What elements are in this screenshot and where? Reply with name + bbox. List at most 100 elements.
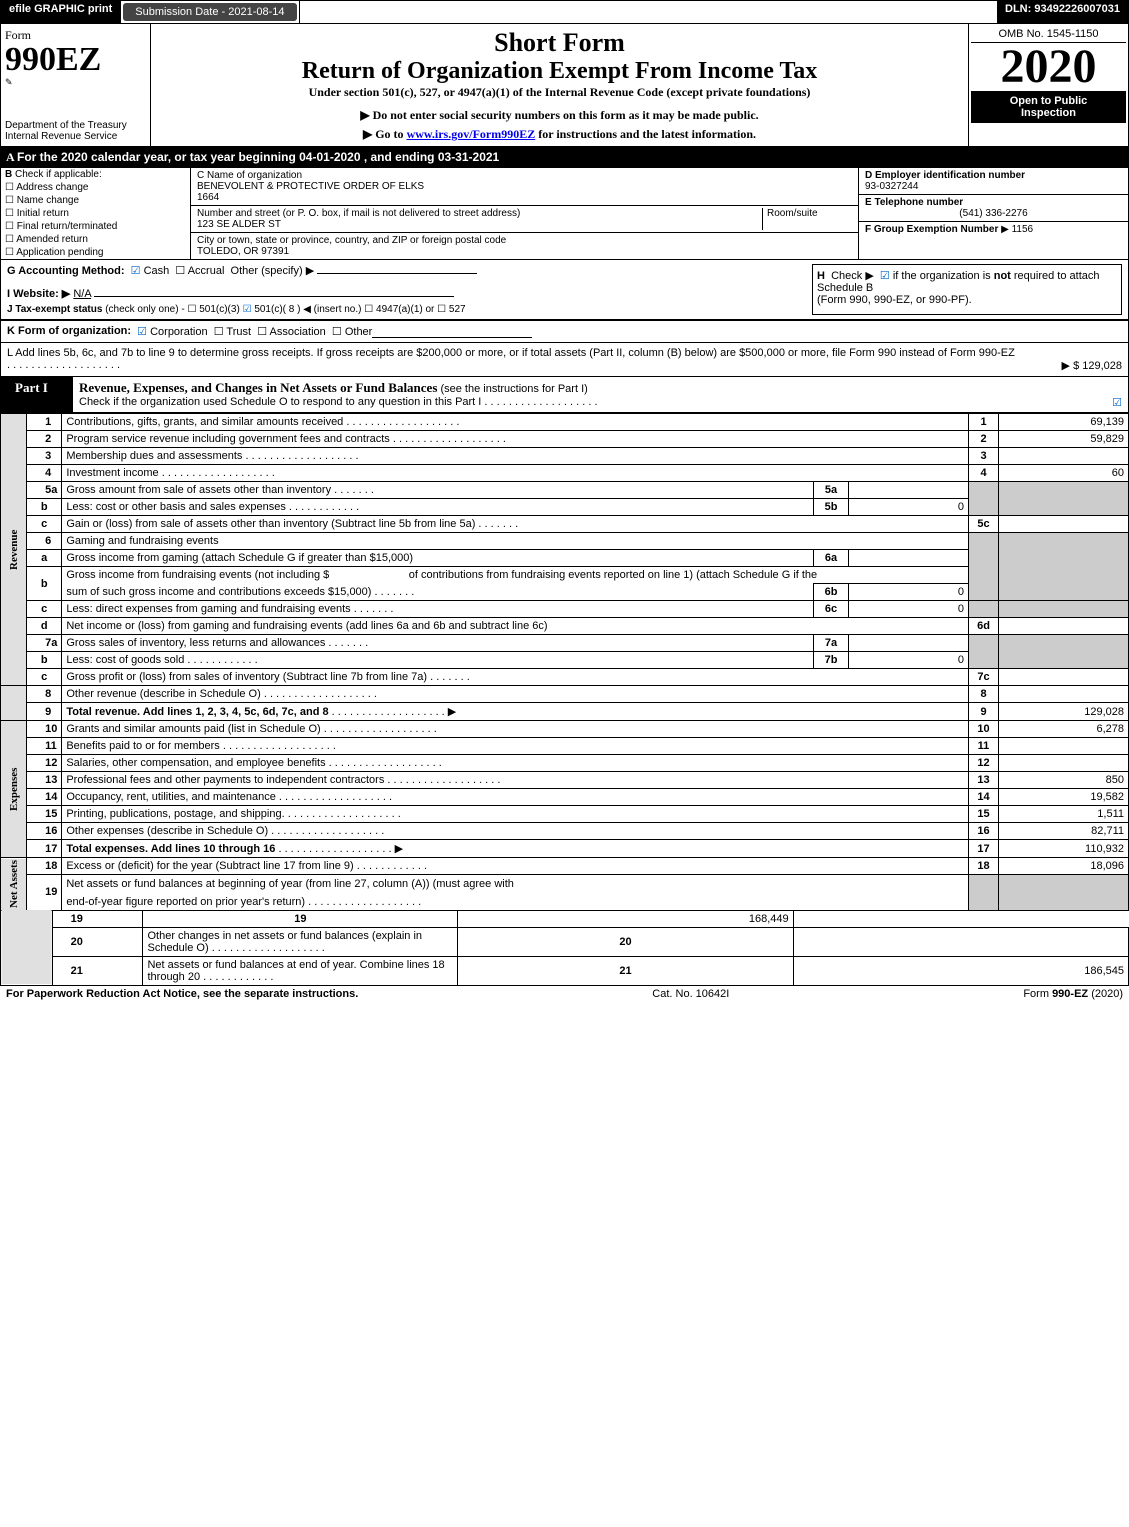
g-label: G Accounting Method: — [7, 265, 125, 277]
line-A: A For the 2020 calendar year, or tax yea… — [0, 147, 1129, 168]
accrual-checkbox[interactable]: Accrual — [175, 265, 224, 277]
line-5c-value — [999, 516, 1129, 533]
line-5b-text: Less: cost or other basis and sales expe… — [66, 501, 286, 513]
part-I-label: Part I — [1, 377, 62, 399]
assoc-checkbox[interactable]: Association — [257, 325, 326, 338]
line-6b-text-1: Gross income from fundraising events (no… — [66, 569, 329, 581]
address-change-checkbox[interactable]: Address change — [1, 181, 190, 194]
group-exemption-value: 1156 — [1012, 224, 1034, 235]
expenses-side-label: Expenses — [1, 721, 27, 858]
line-6c-text: Less: direct expenses from gaming and fu… — [66, 603, 350, 615]
part-I-check-text: Check if the organization used Schedule … — [79, 396, 481, 408]
line-5b-value: 0 — [849, 499, 969, 516]
street-label: Number and street (or P. O. box, if mail… — [197, 208, 762, 219]
under-text: Under section 501(c), 527, or 4947(a)(1)… — [157, 85, 962, 100]
revenue-side-label: Revenue — [1, 414, 27, 686]
open-public-1: Open to Public — [975, 95, 1122, 107]
line-19-text-2: end-of-year figure reported on prior yea… — [66, 896, 305, 908]
501c-checkbox[interactable]: 501(c)( 8 ) ◀ (insert no.) — [243, 304, 362, 315]
city-label: City or town, state or province, country… — [197, 235, 852, 246]
line-21-value: 186,545 — [793, 956, 1128, 985]
line-19-text-1: Net assets or fund balances at beginning… — [62, 875, 969, 894]
main-title: Return of Organization Exempt From Incom… — [157, 58, 962, 85]
line-20-value — [793, 927, 1128, 956]
irs-link[interactable]: www.irs.gov/Form990EZ — [407, 127, 536, 141]
line-5c-text: Gain or (loss) from sale of assets other… — [66, 518, 475, 530]
527-checkbox[interactable]: 527 — [437, 304, 465, 315]
line-12-text: Salaries, other compensation, and employ… — [66, 757, 325, 769]
org-name-2: 1664 — [197, 192, 852, 203]
line-7c-text: Gross profit or (loss) from sales of inv… — [66, 671, 427, 683]
f-arrow: ▶ — [1001, 224, 1009, 235]
l-value: ▶ $ 129,028 — [1062, 359, 1122, 372]
line-6a-value — [849, 550, 969, 567]
corp-checkbox[interactable]: Corporation — [137, 325, 207, 338]
line-1-text: Contributions, gifts, grants, and simila… — [66, 416, 343, 428]
l-text: L Add lines 5b, 6c, and 7b to line 9 to … — [7, 347, 1015, 359]
paperwork-notice: For Paperwork Reduction Act Notice, see … — [6, 988, 358, 1000]
footer: For Paperwork Reduction Act Notice, see … — [0, 986, 1129, 1002]
line-6a-text: Gross income from gaming (attach Schedul… — [62, 550, 814, 567]
submission-date-button[interactable]: Submission Date - 2021-08-14 — [123, 3, 296, 21]
final-return-checkbox[interactable]: Final return/terminated — [1, 220, 190, 233]
line-7a-value — [849, 635, 969, 652]
dln-label: DLN: 93492226007031 — [997, 1, 1128, 23]
line-5a-value — [849, 482, 969, 499]
name-change-checkbox[interactable]: Name change — [1, 194, 190, 207]
line-8-value — [999, 686, 1129, 703]
line-9-value: 129,028 — [999, 703, 1129, 721]
line-6b-value: 0 — [849, 584, 969, 601]
net-assets-side-label: Net Assets — [1, 858, 27, 911]
line-15-value: 1,511 — [999, 806, 1129, 823]
tax-year: 2020 — [971, 43, 1126, 91]
org-name: BENEVOLENT & PROTECTIVE ORDER OF ELKS — [197, 181, 852, 192]
line-9-text: Total revenue. Add lines 1, 2, 3, 4, 5c,… — [66, 706, 328, 718]
k-label: K Form of organization: — [7, 325, 131, 338]
line-3-text: Membership dues and assessments — [66, 450, 242, 462]
application-pending-checkbox[interactable]: Application pending — [1, 246, 190, 259]
part-I-title: Revenue, Expenses, and Changes in Net As… — [79, 380, 437, 395]
d-label: D Employer identification number — [865, 170, 1025, 181]
k-row: K Form of organization: Corporation Trus… — [0, 320, 1129, 343]
line-13-value: 850 — [999, 772, 1129, 789]
entity-block: B Check if applicable: Address change Na… — [0, 168, 1129, 260]
efile-label[interactable]: efile GRAPHIC print — [1, 1, 121, 23]
form-header: Form 990EZ ✎ Department of the Treasury … — [0, 24, 1129, 147]
line-4-value: 60 — [999, 465, 1129, 482]
part-I-note: (see the instructions for Part I) — [440, 383, 587, 395]
501c3-checkbox[interactable]: 501(c)(3) — [187, 304, 239, 315]
line-14-value: 19,582 — [999, 789, 1129, 806]
line-6d-text: Net income or (loss) from gaming and fun… — [62, 618, 969, 635]
line-7c-value — [999, 669, 1129, 686]
initial-return-checkbox[interactable]: Initial return — [1, 207, 190, 220]
phone-value: (541) 336-2276 — [865, 208, 1122, 219]
line-10-value: 6,278 — [999, 721, 1129, 738]
dept-label: Department of the Treasury — [5, 120, 146, 131]
line-2-value: 59,829 — [999, 431, 1129, 448]
4947-checkbox[interactable]: 4947(a)(1) or — [364, 304, 434, 315]
line-18-text: Excess or (deficit) for the year (Subtra… — [66, 860, 353, 872]
website-value: N/A — [73, 288, 91, 300]
g-h-row: G Accounting Method: Cash Accrual Other … — [0, 260, 1129, 320]
h-label: H — [817, 270, 825, 282]
form-number: 990EZ — [5, 43, 146, 77]
other-org-checkbox[interactable]: Other — [332, 325, 372, 338]
short-form-title: Short Form — [157, 28, 962, 58]
line-6d-value — [999, 618, 1129, 635]
line-17-value: 110,932 — [999, 840, 1129, 858]
line-14-text: Occupancy, rent, utilities, and maintena… — [66, 791, 276, 803]
cash-checkbox[interactable]: Cash — [131, 265, 170, 277]
j-label: J Tax-exempt status — [7, 304, 102, 315]
ein-value: 93-0327244 — [865, 181, 1122, 192]
line-11-text: Benefits paid to or for members — [66, 740, 219, 752]
line-13-text: Professional fees and other payments to … — [66, 774, 384, 786]
irs-label: Internal Revenue Service — [5, 131, 146, 142]
trust-checkbox[interactable]: Trust — [214, 325, 251, 338]
line-16-value: 82,711 — [999, 823, 1129, 840]
amended-return-checkbox[interactable]: Amended return — [1, 233, 190, 246]
line-7a-text: Gross sales of inventory, less returns a… — [66, 637, 325, 649]
line-7b-value: 0 — [849, 652, 969, 669]
h-checkbox[interactable] — [880, 270, 893, 282]
line-21-text: Net assets or fund balances at end of ye… — [147, 959, 444, 983]
schedule-o-checkbox[interactable] — [1112, 396, 1122, 409]
